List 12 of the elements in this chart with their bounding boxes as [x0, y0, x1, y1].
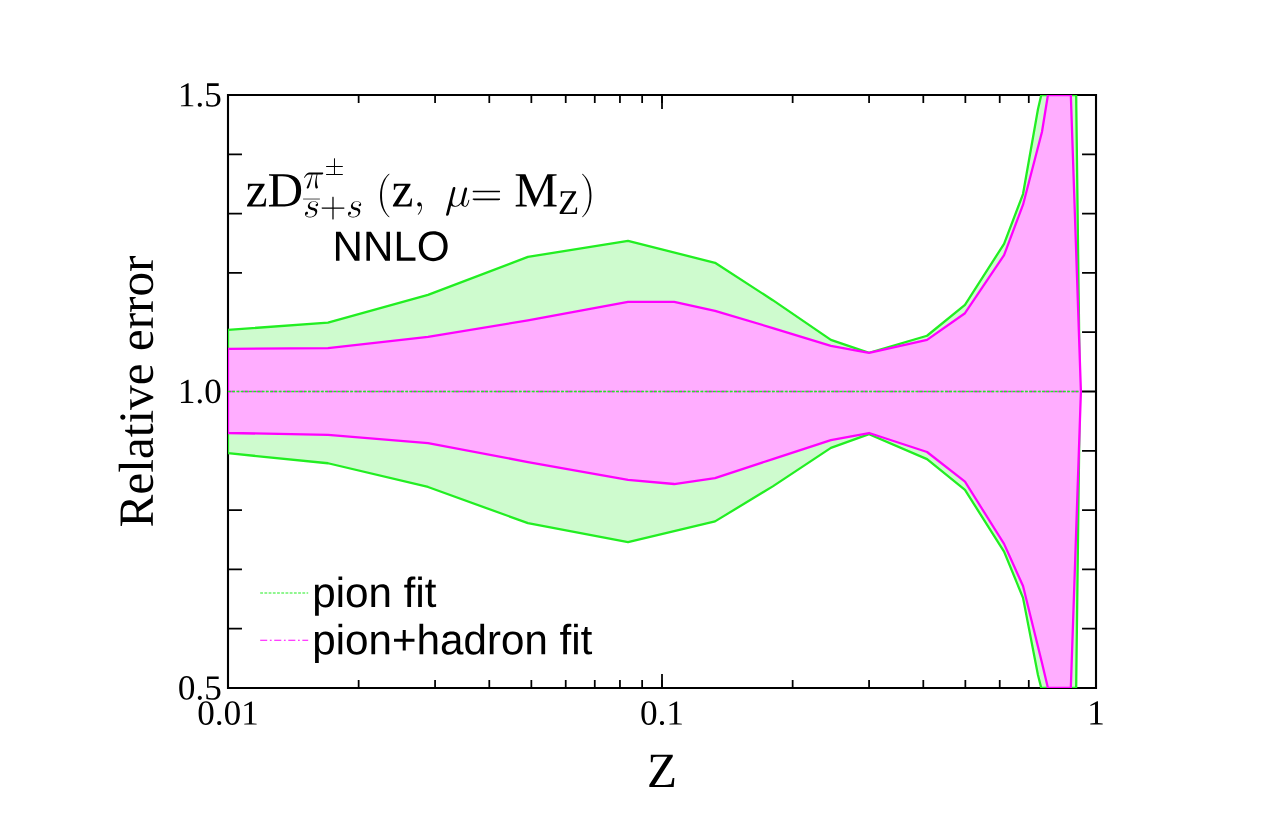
annotation: $\mathrm{zD}^{\pi^{\pm}}_{\overline{s}+s}\ (\mathrm{z},\ \mu\mathrm{=M}_{\mathrm{Z}})$ — [247, 158, 592, 220]
y-axis-title: Relative error — [118, 255, 154, 527]
x-tick-label: 0.1 — [641, 701, 682, 726]
y-tick-label: 1.0 — [180, 379, 221, 404]
legend-label: pion fit — [314, 576, 437, 616]
x-tick-label: 1 — [1090, 701, 1103, 725]
x-axis-title: Z — [649, 754, 675, 787]
y-tick-label: 0.5 — [179, 676, 221, 700]
x-tick-label: 0.01 — [198, 701, 257, 726]
legend-label: pion+hadron fit — [314, 623, 593, 664]
annotation: NNLO — [335, 231, 448, 262]
y-tick-label: 1.5 — [180, 83, 221, 107]
